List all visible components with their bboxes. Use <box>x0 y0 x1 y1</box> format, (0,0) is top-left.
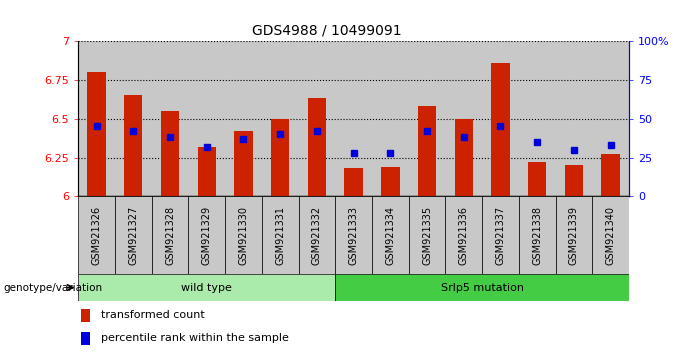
Bar <box>335 196 372 274</box>
Bar <box>519 41 556 196</box>
Text: GSM921326: GSM921326 <box>92 206 101 265</box>
Bar <box>454 119 473 196</box>
Bar <box>81 332 90 345</box>
Bar <box>262 196 299 274</box>
Bar <box>592 41 629 196</box>
Text: GSM921332: GSM921332 <box>312 206 322 265</box>
Bar <box>262 41 299 196</box>
Text: GSM921335: GSM921335 <box>422 206 432 265</box>
Text: transformed count: transformed count <box>101 310 205 320</box>
Bar <box>381 167 400 196</box>
Bar <box>372 41 409 196</box>
Bar <box>592 196 629 274</box>
Bar <box>234 131 253 196</box>
Bar <box>418 106 437 196</box>
Text: wild type: wild type <box>182 282 232 293</box>
Bar <box>299 196 335 274</box>
Text: GDS4988 / 10499091: GDS4988 / 10499091 <box>252 23 401 37</box>
Bar <box>87 72 106 196</box>
Bar <box>152 41 188 196</box>
Bar <box>197 147 216 196</box>
Text: Srlp5 mutation: Srlp5 mutation <box>441 282 524 293</box>
Text: GSM921331: GSM921331 <box>275 206 285 265</box>
Bar <box>307 98 326 196</box>
Bar <box>299 41 335 196</box>
Text: genotype/variation: genotype/variation <box>3 282 103 293</box>
Text: GSM921327: GSM921327 <box>129 206 138 265</box>
Text: GSM921328: GSM921328 <box>165 206 175 265</box>
Bar <box>564 165 583 196</box>
Text: GSM921333: GSM921333 <box>349 206 358 265</box>
Bar <box>271 119 290 196</box>
Bar <box>372 196 409 274</box>
Bar <box>491 63 510 196</box>
Text: percentile rank within the sample: percentile rank within the sample <box>101 333 289 343</box>
Text: GSM921334: GSM921334 <box>386 206 395 265</box>
Bar <box>556 196 592 274</box>
Bar <box>445 41 482 196</box>
Text: GSM921329: GSM921329 <box>202 206 211 265</box>
Bar <box>335 274 629 301</box>
Bar <box>344 169 363 196</box>
Bar <box>225 41 262 196</box>
Bar <box>115 196 152 274</box>
Bar <box>81 309 90 322</box>
Bar <box>335 41 372 196</box>
Text: GSM921330: GSM921330 <box>239 206 248 265</box>
Bar <box>78 196 115 274</box>
Bar <box>409 196 445 274</box>
Bar <box>188 196 225 274</box>
Text: GSM921338: GSM921338 <box>532 206 542 265</box>
Bar <box>482 41 519 196</box>
Bar <box>519 196 556 274</box>
Bar <box>556 41 592 196</box>
Bar <box>124 95 142 196</box>
Bar <box>602 154 620 196</box>
Bar <box>482 196 519 274</box>
Bar <box>78 274 335 301</box>
Bar <box>152 196 188 274</box>
Text: GSM921339: GSM921339 <box>569 206 579 265</box>
Bar <box>115 41 152 196</box>
Text: GSM921336: GSM921336 <box>459 206 469 265</box>
Bar <box>188 41 225 196</box>
Bar <box>409 41 445 196</box>
Text: GSM921340: GSM921340 <box>606 206 615 265</box>
Bar <box>225 196 262 274</box>
Bar <box>160 111 180 196</box>
Bar <box>528 162 547 196</box>
Bar <box>78 41 115 196</box>
Text: GSM921337: GSM921337 <box>496 206 505 265</box>
Bar <box>445 196 482 274</box>
